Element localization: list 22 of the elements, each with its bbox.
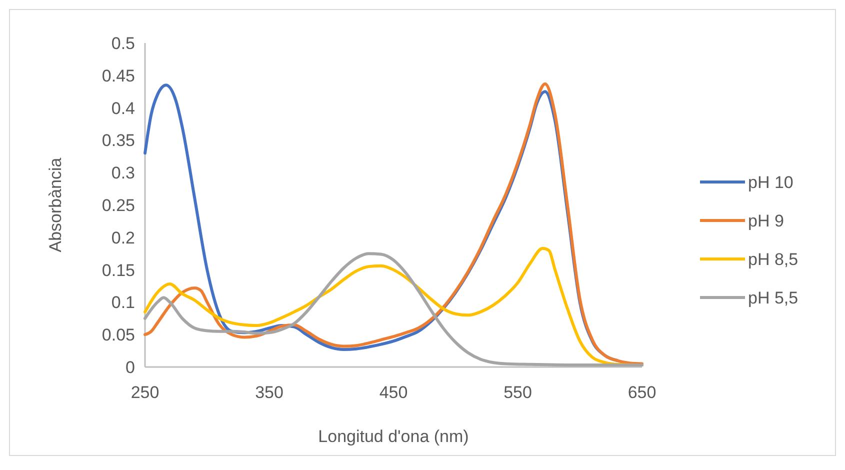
y-tick-label: 0.2 (111, 228, 135, 248)
y-tick-label: 0.25 (102, 196, 135, 215)
y-tick-label: 0.1 (111, 293, 135, 312)
y-axis-title: Absorbància (46, 157, 65, 252)
legend-label: pH 5,5 (748, 288, 798, 308)
y-tick-label: 0.4 (111, 98, 135, 118)
x-tick-label: 650 (628, 383, 656, 402)
x-tick-label: 550 (504, 383, 532, 402)
legend-label: pH 9 (748, 211, 784, 230)
y-tick-label: 0.15 (102, 260, 135, 280)
y-tick-label: 0.05 (102, 326, 135, 345)
y-tick-label: 0.45 (102, 66, 135, 86)
legend-label: pH 8,5 (748, 250, 798, 269)
x-tick-label: 350 (255, 383, 284, 402)
legend-label: pH 10 (748, 172, 794, 192)
x-axis-title: Longitud d'ona (nm) (318, 427, 469, 446)
y-tick-label: 0 (126, 358, 135, 377)
y-tick-label: 0.3 (111, 164, 135, 183)
y-tick-label: 0.5 (111, 34, 135, 53)
x-tick-label: 450 (379, 383, 408, 402)
y-tick-label: 0.35 (102, 131, 135, 150)
x-tick-label: 250 (130, 383, 160, 402)
